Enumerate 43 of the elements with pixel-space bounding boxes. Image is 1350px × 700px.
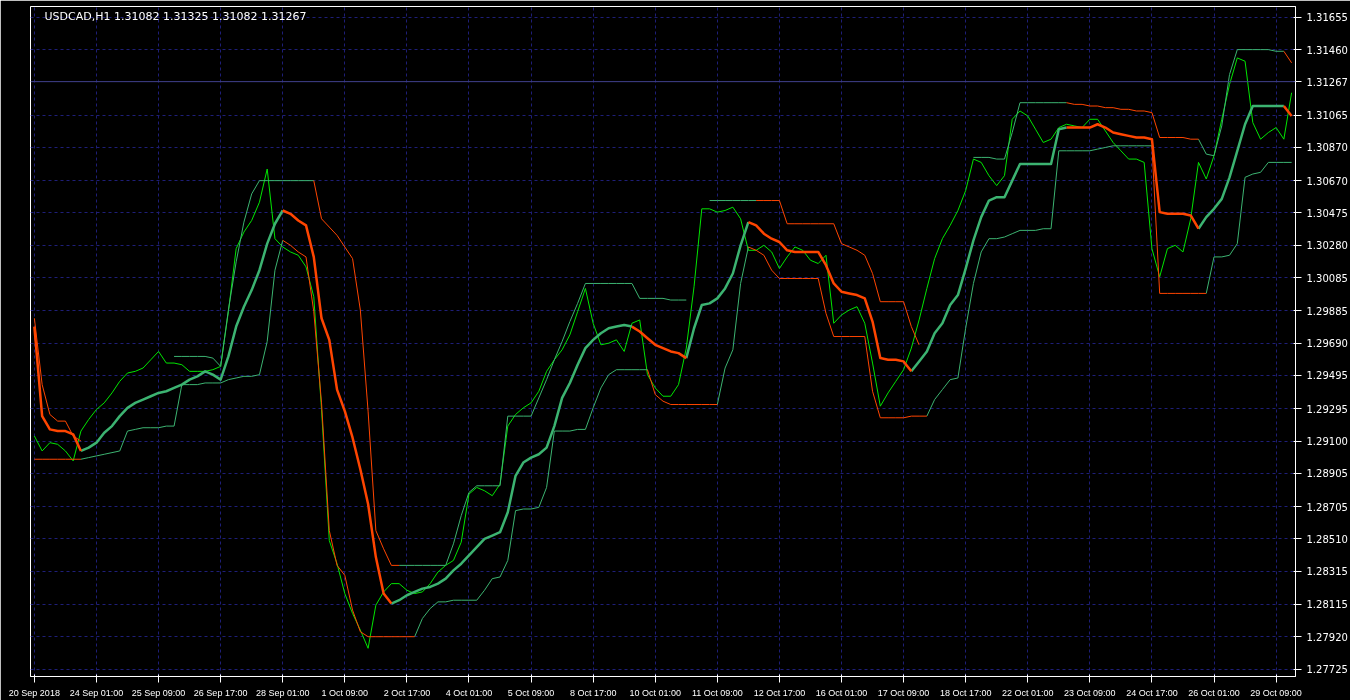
- x-tick-label: 26 Sep 17:00: [193, 687, 248, 698]
- x-tick-label: 23 Oct 09:00: [1064, 687, 1116, 698]
- x-tick-label: 17 Oct 09:00: [877, 687, 930, 698]
- x-tick-label: 2 Oct 17:00: [383, 687, 431, 698]
- x-tick-label: 22 Oct 01:00: [1001, 687, 1054, 698]
- chart-title: USDCAD,H1 1.31082 1.31325 1.31082 1.31267: [44, 9, 307, 23]
- y-tick-label: 1.29100: [1306, 436, 1348, 447]
- y-tick-label: 1.29690: [1306, 338, 1348, 350]
- y-tick-label: 1.30280: [1306, 240, 1348, 252]
- x-tick-label: 24 Oct 17:00: [1126, 687, 1178, 698]
- x-tick-label: 16 Oct 01:00: [815, 687, 868, 698]
- x-tick-label: 10 Oct 01:00: [629, 687, 682, 698]
- x-tick-label: 29 Oct 09:00: [1250, 687, 1302, 698]
- y-tick-label: 1.29885: [1306, 305, 1348, 317]
- y-tick-label: 1.29295: [1306, 403, 1348, 415]
- y-tick-label: 1.29495: [1306, 370, 1348, 382]
- x-tick-label: 5 Oct 09:00: [507, 687, 555, 698]
- y-tick-label: 1.28115: [1306, 599, 1348, 611]
- y-tick-label: 1.28315: [1306, 566, 1348, 578]
- y-tick-label: 1.30670: [1306, 175, 1348, 187]
- y-tick-label: 1.28905: [1306, 468, 1348, 480]
- y-tick-label: 1.27920: [1306, 631, 1348, 643]
- y-tick-label: 1.30085: [1306, 272, 1348, 284]
- x-tick-label: 20 Sep 2018: [8, 687, 60, 698]
- x-tick-label: 18 Oct 17:00: [939, 687, 992, 698]
- x-tick-label: 11 Oct 09:00: [691, 687, 743, 698]
- x-tick-label: 12 Oct 17:00: [753, 687, 806, 698]
- y-tick-label: 1.28705: [1306, 501, 1348, 513]
- x-tick-label: 25 Sep 09:00: [131, 687, 186, 698]
- x-tick-label: 1 Oct 09:00: [321, 687, 369, 698]
- y-tick-label: 1.31655: [1306, 12, 1348, 24]
- x-tick-label: 24 Sep 01:00: [69, 687, 124, 698]
- y-tick-label: 1.28510: [1306, 533, 1348, 545]
- y-tick-label: 1.31460: [1306, 44, 1348, 56]
- x-tick-label: 4 Oct 01:00: [445, 687, 493, 698]
- y-tick-label: 1.31065: [1306, 110, 1348, 122]
- y-tick-label: 1.30870: [1306, 142, 1348, 154]
- y-tick-label: 1.27725: [1306, 664, 1348, 676]
- x-tick-label: 8 Oct 17:00: [569, 687, 617, 698]
- x-tick-label: 26 Oct 01:00: [1188, 687, 1240, 698]
- x-tick-label: 28 Sep 01:00: [255, 687, 310, 698]
- ref-line-label: 1.31267: [1306, 76, 1348, 88]
- y-tick-label: 1.30475: [1306, 207, 1348, 219]
